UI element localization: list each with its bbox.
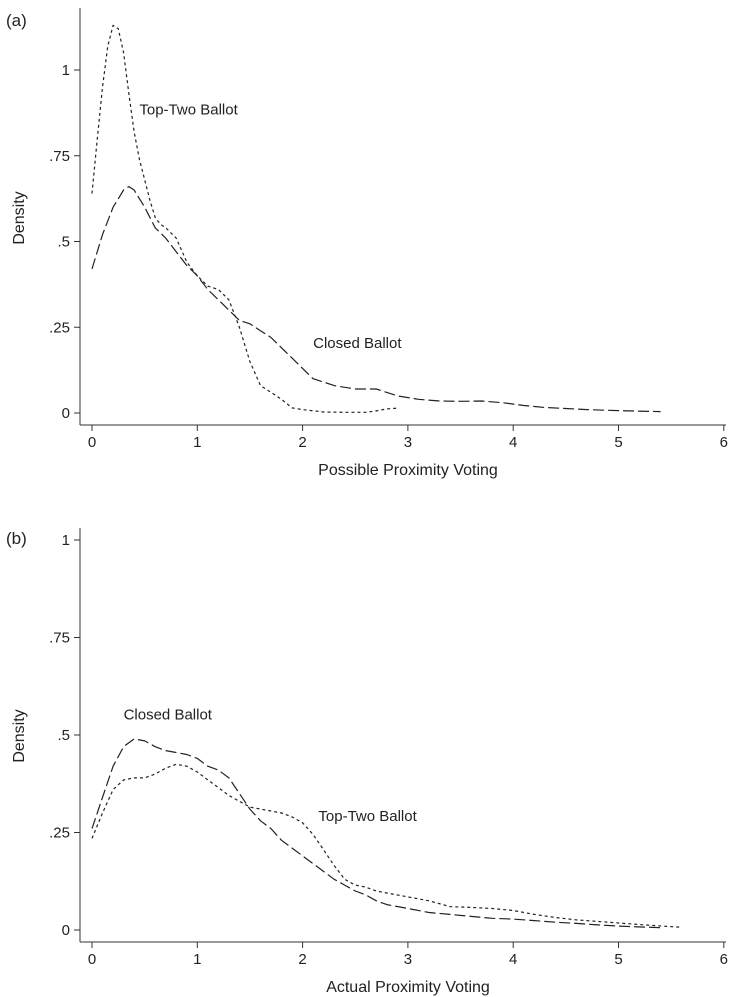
- panel-a: (a) 0 .25 .5 .75 1 0 1 2 3 4 5 6 Possible Proximity V…: [6, 8, 728, 479]
- x-tick-label: 0: [88, 951, 96, 968]
- y-tick-label: 0: [62, 405, 70, 422]
- y-axis-title: Density: [11, 709, 28, 762]
- series-annotation: Closed Ballot: [313, 335, 402, 352]
- panel-b: (b) 0 .25 .5 .75 1 0 1 2 3 4 5 6 Actual Proximity Vot…: [6, 528, 728, 996]
- series-annotation: Top-Two Ballot: [139, 102, 238, 119]
- y-tick-label: 1: [62, 62, 70, 79]
- y-tick-label: .75: [49, 148, 70, 165]
- x-axis-title: Actual Proximity Voting: [326, 979, 490, 996]
- x-tick-label: 0: [88, 434, 96, 451]
- x-tick-label: 6: [720, 951, 728, 968]
- x-tick-label: 1: [193, 434, 201, 451]
- y-tick-label: .75: [49, 630, 70, 647]
- y-axis-title: Density: [11, 191, 28, 244]
- series-line-top-two-ballot: [91, 24, 398, 413]
- y-tick-label: .25: [49, 825, 70, 842]
- x-axis-title: Possible Proximity Voting: [318, 462, 498, 479]
- x-tick-label: 4: [509, 951, 517, 968]
- x-tick-label: 1: [193, 951, 201, 968]
- y-tick-label: 0: [62, 922, 70, 939]
- x-tick-label: 4: [509, 434, 517, 451]
- y-tick-label: .5: [57, 727, 70, 744]
- y-tick-label: .25: [49, 319, 70, 336]
- series-annotation: Closed Ballot: [124, 706, 213, 723]
- x-tick-label: 6: [720, 434, 728, 451]
- series-line-closed-ballot: [91, 186, 661, 413]
- y-tick-label: 1: [62, 532, 70, 549]
- x-tick-label: 2: [298, 951, 306, 968]
- series-annotation: Top-Two Ballot: [318, 808, 417, 825]
- x-tick-label: 5: [614, 951, 622, 968]
- series-line-closed-ballot: [91, 738, 661, 929]
- series-line-top-two-ballot: [91, 763, 682, 928]
- panel-label: (b): [6, 529, 27, 548]
- x-tick-label: 2: [298, 434, 306, 451]
- panel-label: (a): [6, 11, 27, 30]
- x-tick-label: 3: [404, 951, 412, 968]
- x-tick-label: 3: [404, 434, 412, 451]
- x-tick-label: 5: [614, 434, 622, 451]
- y-tick-label: .5: [57, 234, 70, 251]
